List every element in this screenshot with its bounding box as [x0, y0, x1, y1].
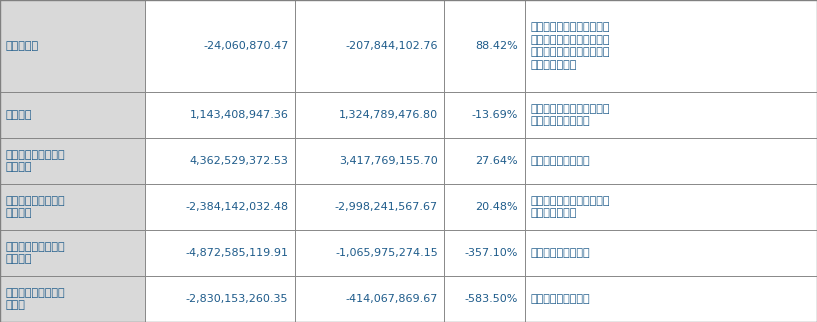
Bar [295, 92, 444, 138]
Text: -13.69%: -13.69% [471, 110, 518, 120]
Text: 现金及现金等价物净
增加额: 现金及现金等价物净 增加额 [6, 288, 65, 310]
Text: -24,060,870.47: -24,060,870.47 [203, 41, 288, 51]
Bar [444, 138, 525, 184]
Text: 1,143,408,947.36: 1,143,408,947.36 [190, 110, 288, 120]
Text: 20.48%: 20.48% [475, 202, 518, 212]
Bar [444, 92, 525, 138]
Text: 主要为银行借款减少: 主要为银行借款减少 [530, 294, 590, 304]
Text: 研发投入: 研发投入 [6, 110, 32, 120]
Text: 主要为利润增加导致的当期
所得税费用增加及研发加计
可弥补亏损扩大导致的递延
所得税费用增加: 主要为利润增加导致的当期 所得税费用增加及研发加计 可弥补亏损扩大导致的递延 所… [530, 23, 609, 70]
Bar [145, 276, 295, 322]
Bar [145, 0, 295, 92]
Text: 88.42%: 88.42% [475, 41, 518, 51]
Bar [444, 276, 525, 322]
Text: -1,065,975,274.15: -1,065,975,274.15 [335, 248, 438, 258]
Text: -4,872,585,119.91: -4,872,585,119.91 [185, 248, 288, 258]
Text: 筹资活动产生的现金
流量净额: 筹资活动产生的现金 流量净额 [6, 242, 65, 264]
Text: -207,844,102.76: -207,844,102.76 [346, 41, 438, 51]
Bar [525, 138, 817, 184]
Text: 27.64%: 27.64% [475, 156, 518, 166]
Bar [295, 0, 444, 92]
Bar [525, 184, 817, 230]
Bar [0, 184, 145, 230]
Bar [444, 230, 525, 276]
Text: 1,324,789,476.80: 1,324,789,476.80 [339, 110, 438, 120]
Bar [295, 276, 444, 322]
Bar [525, 0, 817, 92]
Bar [525, 276, 817, 322]
Text: 投资活动产生的现金
流量净额: 投资活动产生的现金 流量净额 [6, 196, 65, 218]
Bar [525, 230, 817, 276]
Bar [145, 230, 295, 276]
Bar [0, 92, 145, 138]
Text: 主要为公司利润增长: 主要为公司利润增长 [530, 156, 590, 166]
Bar [525, 92, 817, 138]
Bar [295, 138, 444, 184]
Text: -583.50%: -583.50% [465, 294, 518, 304]
Bar [295, 184, 444, 230]
Bar [0, 276, 145, 322]
Bar [145, 138, 295, 184]
Bar [444, 0, 525, 92]
Text: 3,417,769,155.70: 3,417,769,155.70 [339, 156, 438, 166]
Text: 所得税费用: 所得税费用 [6, 41, 39, 51]
Text: -2,998,241,567.67: -2,998,241,567.67 [335, 202, 438, 212]
Text: 经营活动产生的现金
流量净额: 经营活动产生的现金 流量净额 [6, 150, 65, 172]
Bar [295, 230, 444, 276]
Text: 主要为银行借款减少: 主要为银行借款减少 [530, 248, 590, 258]
Bar [0, 230, 145, 276]
Bar [444, 184, 525, 230]
Bar [0, 0, 145, 92]
Text: -357.10%: -357.10% [465, 248, 518, 258]
Bar [145, 92, 295, 138]
Text: -414,067,869.67: -414,067,869.67 [346, 294, 438, 304]
Text: 主要为公司根据市场情况安
排投资支出减少: 主要为公司根据市场情况安 排投资支出减少 [530, 196, 609, 218]
Text: -2,384,142,032.48: -2,384,142,032.48 [185, 202, 288, 212]
Text: 主要为加强研发管理，节约
物料消耗与人员开支: 主要为加强研发管理，节约 物料消耗与人员开支 [530, 104, 609, 126]
Bar [0, 138, 145, 184]
Bar [145, 184, 295, 230]
Text: 4,362,529,372.53: 4,362,529,372.53 [190, 156, 288, 166]
Text: -2,830,153,260.35: -2,830,153,260.35 [186, 294, 288, 304]
